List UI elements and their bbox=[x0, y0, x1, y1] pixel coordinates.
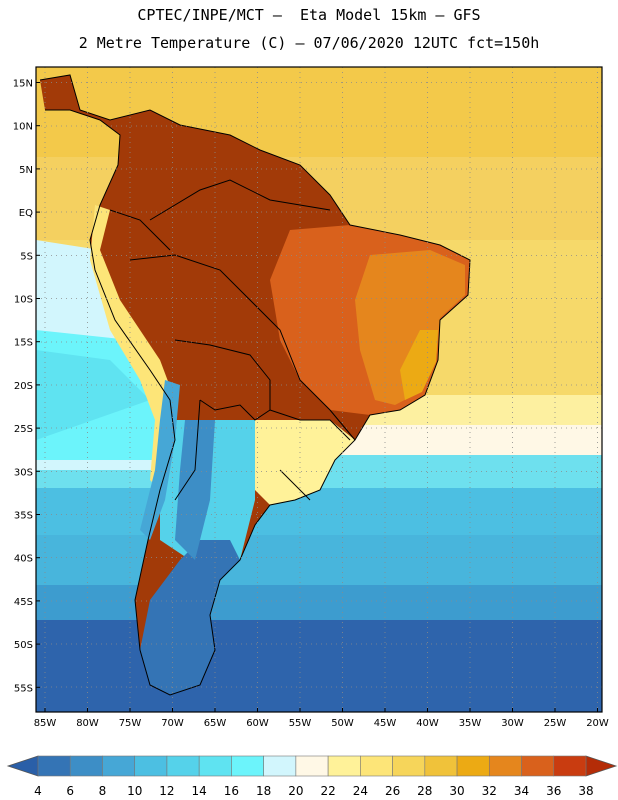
lon-tick-label: 45W bbox=[374, 718, 397, 729]
title-line-1: CPTEC/INPE/MCT – Eta Model 15km – GFS bbox=[137, 6, 481, 24]
colorbar-swatch bbox=[69, 755, 103, 777]
map-field bbox=[36, 67, 602, 712]
map-frame bbox=[35, 66, 603, 713]
lon-tick-label: 85W bbox=[34, 718, 57, 729]
colorbar-label: 26 bbox=[385, 784, 400, 798]
lat-tick-label: 45S bbox=[14, 597, 33, 608]
colorbar-swatch bbox=[392, 755, 426, 777]
lat-tick-label: 50S bbox=[14, 640, 33, 651]
lon-tick-label: 30W bbox=[501, 718, 524, 729]
lon-tick-label: 40W bbox=[416, 718, 439, 729]
lon-tick-label: 80W bbox=[76, 718, 99, 729]
colorbar-swatch bbox=[231, 755, 264, 777]
colorbar-label: 10 bbox=[127, 784, 142, 798]
lon-tick-label: 60W bbox=[246, 718, 269, 729]
lat-tick-label: 35S bbox=[14, 511, 33, 522]
colorbar-label: 28 bbox=[417, 784, 432, 798]
lat-tick-label: 15S bbox=[14, 338, 33, 349]
latitude-axis: 15N 10N 5N EQ 5S 10S 15S 20S 25S 30S 35S 40S 45S 50S 5… bbox=[13, 79, 40, 694]
lon-tick-label: 55W bbox=[289, 718, 312, 729]
colorbar-label: 18 bbox=[256, 784, 271, 798]
colorbar-swatch bbox=[360, 755, 393, 777]
colorbar-swatch bbox=[263, 755, 297, 777]
lat-tick-label: 5S bbox=[20, 251, 33, 262]
lon-tick-label: 25W bbox=[544, 718, 567, 729]
colorbar-left-arrow-icon bbox=[6, 755, 39, 777]
lat-tick-label: EQ bbox=[19, 208, 33, 219]
lon-tick-label: 70W bbox=[161, 718, 184, 729]
colorbar-swatch bbox=[134, 755, 168, 777]
colorbar-label: 20 bbox=[288, 784, 303, 798]
colorbar-label: 34 bbox=[514, 784, 529, 798]
lat-tick-label: 10S bbox=[14, 295, 33, 306]
colorbar-label: 12 bbox=[159, 784, 174, 798]
lon-tick-label: 20W bbox=[586, 718, 609, 729]
colorbar-right-arrow-icon bbox=[585, 755, 618, 777]
colorbar-label: 16 bbox=[224, 784, 239, 798]
colorbar-label: 32 bbox=[482, 784, 497, 798]
colorbar-label: 24 bbox=[353, 784, 368, 798]
colorbar: 4 6 8 10 12 14 16 18 20 22 24 26 28 30 32 34 36 38 bbox=[6, 755, 618, 798]
colorbar-label: 4 bbox=[34, 784, 42, 798]
lon-tick-label: 35W bbox=[459, 718, 482, 729]
colorbar-swatch bbox=[553, 755, 587, 777]
lon-tick-label: 50W bbox=[331, 718, 354, 729]
colorbar-swatch bbox=[521, 755, 555, 777]
colorbar-swatch bbox=[37, 755, 71, 777]
colorbar-swatch bbox=[456, 755, 490, 777]
lat-tick-label: 10N bbox=[13, 122, 33, 133]
lat-tick-label: 40S bbox=[14, 554, 33, 565]
colorbar-swatch bbox=[198, 755, 232, 777]
lon-tick-label: 65W bbox=[204, 718, 227, 729]
colorbar-swatch bbox=[102, 755, 136, 777]
lat-tick-label: 25S bbox=[14, 424, 33, 435]
colorbar-label: 22 bbox=[320, 784, 335, 798]
title-line-2: 2 Metre Temperature (C) – 07/06/2020 12U… bbox=[78, 34, 540, 52]
lat-tick-label: 30S bbox=[14, 467, 33, 478]
colorbar-swatch bbox=[166, 755, 200, 777]
colorbar-label: 30 bbox=[449, 784, 464, 798]
colorbar-swatch bbox=[327, 755, 361, 777]
colorbar-label: 8 bbox=[99, 784, 107, 798]
colorbar-label: 36 bbox=[546, 784, 561, 798]
lon-tick-label: 75W bbox=[119, 718, 142, 729]
colorbar-swatch bbox=[488, 755, 522, 777]
colorbar-label: 14 bbox=[192, 784, 207, 798]
lat-tick-label: 5N bbox=[19, 165, 33, 176]
lat-tick-label: 55S bbox=[14, 683, 33, 694]
colorbar-label: 38 bbox=[578, 784, 593, 798]
lat-tick-label: 15N bbox=[13, 79, 33, 90]
colorbar-label: 6 bbox=[66, 784, 74, 798]
colorbar-swatch bbox=[295, 755, 329, 777]
longitude-axis: 85W 80W 75W 70W 65W 60W 55W 50W 45W 40W 35W 30W 25W 2… bbox=[34, 708, 609, 729]
colorbar-swatch bbox=[424, 755, 458, 777]
lat-tick-label: 20S bbox=[14, 381, 33, 392]
